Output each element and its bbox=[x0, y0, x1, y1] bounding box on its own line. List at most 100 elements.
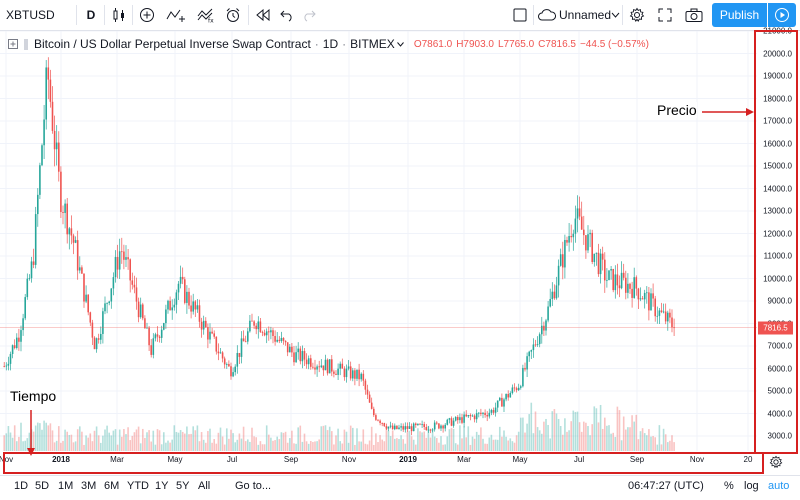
volume-bar bbox=[585, 422, 587, 451]
candle-body bbox=[133, 284, 136, 288]
symbol-search[interactable]: XBTUSD bbox=[6, 8, 55, 22]
volume-bar bbox=[192, 426, 194, 451]
volume-bar bbox=[421, 432, 423, 451]
price-axis[interactable]: 21000.0 20000.0 19000.0 18000.0 17000.0 16000… bbox=[757, 27, 800, 451]
time-axis-label: 2018 bbox=[52, 455, 70, 464]
volume-bar bbox=[396, 438, 398, 451]
volume-bar bbox=[282, 432, 285, 451]
candle-body bbox=[297, 348, 299, 353]
range-button-all[interactable]: All bbox=[198, 480, 211, 492]
volume-bar bbox=[671, 435, 673, 451]
candle-body bbox=[578, 208, 581, 217]
candle-body bbox=[517, 387, 520, 391]
volume-bar bbox=[135, 429, 138, 451]
candle-body bbox=[112, 277, 115, 289]
range-button-1y[interactable]: 1Y bbox=[155, 480, 169, 492]
play-icon[interactable] bbox=[768, 3, 796, 27]
alert-clock-icon[interactable] bbox=[221, 0, 245, 30]
candle-body bbox=[188, 291, 190, 306]
candle-body bbox=[41, 145, 43, 166]
candle-body bbox=[414, 423, 417, 426]
candle-body bbox=[444, 424, 446, 429]
expand-icon[interactable] bbox=[8, 39, 18, 49]
time-axis[interactable]: Nov 2018 Mar May Jul Sep Nov 2019 Mar May Jul Sep No… bbox=[0, 451, 757, 471]
volume-bar bbox=[345, 431, 348, 451]
candle-body bbox=[114, 256, 117, 278]
replay-icon[interactable] bbox=[252, 0, 274, 30]
redo-icon[interactable] bbox=[298, 0, 320, 30]
legend-interval: 1D bbox=[322, 37, 339, 51]
price-chart[interactable] bbox=[0, 31, 757, 451]
auto-toggle[interactable]: auto bbox=[768, 480, 790, 492]
volume-bar bbox=[354, 444, 356, 451]
volume-bar bbox=[20, 422, 22, 451]
volume-bar bbox=[244, 441, 247, 451]
candle-body bbox=[383, 423, 386, 427]
candle-body bbox=[410, 426, 413, 432]
range-button-5d[interactable]: 5D bbox=[35, 480, 50, 492]
interval-selector[interactable]: D bbox=[86, 8, 96, 22]
candle-body bbox=[477, 412, 480, 414]
utc-clock[interactable]: 06:47:27 (UTC) bbox=[628, 480, 704, 492]
legend-title[interactable]: Bitcoin / US Dollar Perpetual Inverse Sw… bbox=[34, 37, 311, 51]
range-button-1d[interactable]: 1D bbox=[14, 480, 29, 492]
candles-icon[interactable] bbox=[108, 0, 130, 30]
log-toggle[interactable]: log bbox=[744, 480, 759, 492]
candle-body bbox=[93, 337, 96, 350]
volume-bar bbox=[272, 440, 274, 451]
settings-gear-icon[interactable] bbox=[626, 0, 648, 30]
compare-icon[interactable] bbox=[136, 0, 158, 30]
price-axis-label: 12000.0 bbox=[763, 229, 792, 238]
candle-body bbox=[585, 235, 587, 251]
layout-name[interactable]: Unnamed bbox=[559, 8, 612, 22]
candle-body bbox=[326, 359, 329, 374]
time-axis-label: Sep bbox=[629, 455, 645, 464]
range-button-5y[interactable]: 5Y bbox=[176, 480, 190, 492]
candle-body bbox=[99, 333, 102, 340]
candle-body bbox=[501, 397, 503, 407]
range-button-6m[interactable]: 6M bbox=[104, 480, 120, 492]
publish-button[interactable]: Publish bbox=[712, 3, 767, 27]
candle-body bbox=[223, 358, 226, 365]
candle-body bbox=[345, 368, 348, 378]
time-axis-label: Jul bbox=[226, 455, 238, 464]
range-button-3m[interactable]: 3M bbox=[81, 480, 97, 492]
range-button-ytd[interactable]: YTD bbox=[127, 480, 149, 492]
candle-body bbox=[534, 344, 537, 346]
price-axis-label: 10000.0 bbox=[763, 274, 792, 283]
volume-bar bbox=[666, 442, 669, 451]
price-axis-label: 3000.0 bbox=[767, 431, 792, 441]
candle-body bbox=[454, 416, 457, 421]
financials-icon[interactable]: fx bbox=[193, 0, 219, 30]
candle-body bbox=[87, 294, 89, 313]
volume-bar bbox=[629, 427, 631, 451]
candle-body bbox=[612, 269, 614, 291]
last-price-tag: 7816.5 bbox=[758, 321, 793, 335]
fullscreen-layout-icon[interactable] bbox=[509, 0, 531, 30]
volume-bar bbox=[36, 422, 39, 451]
goto-button[interactable]: Go to... bbox=[235, 480, 272, 492]
chart-pane[interactable] bbox=[0, 31, 757, 451]
volume-bar bbox=[650, 436, 652, 451]
candle-body bbox=[301, 351, 304, 362]
candle-body bbox=[372, 408, 375, 416]
candle-body bbox=[635, 277, 638, 289]
volume-bar bbox=[545, 418, 547, 451]
volume-bar bbox=[402, 439, 404, 451]
time-axis-label: Mar bbox=[457, 455, 471, 464]
volume-bar bbox=[459, 425, 461, 451]
indicators-icon[interactable] bbox=[162, 0, 190, 30]
volume-bar bbox=[179, 430, 182, 451]
range-button-1m[interactable]: 1M bbox=[58, 480, 74, 492]
candle-body bbox=[299, 348, 302, 362]
chevron-down-icon[interactable] bbox=[609, 0, 621, 30]
price-axis-label: 15000.0 bbox=[763, 161, 792, 171]
camera-icon[interactable] bbox=[682, 0, 706, 30]
undo-icon[interactable] bbox=[276, 0, 298, 30]
candle-body bbox=[179, 276, 182, 284]
percent-toggle[interactable]: % bbox=[724, 480, 734, 492]
fullscreen-icon[interactable] bbox=[654, 0, 676, 30]
cloud-icon[interactable] bbox=[537, 0, 557, 30]
chevron-down-icon[interactable] bbox=[396, 41, 404, 47]
gear-icon[interactable] bbox=[766, 453, 786, 471]
